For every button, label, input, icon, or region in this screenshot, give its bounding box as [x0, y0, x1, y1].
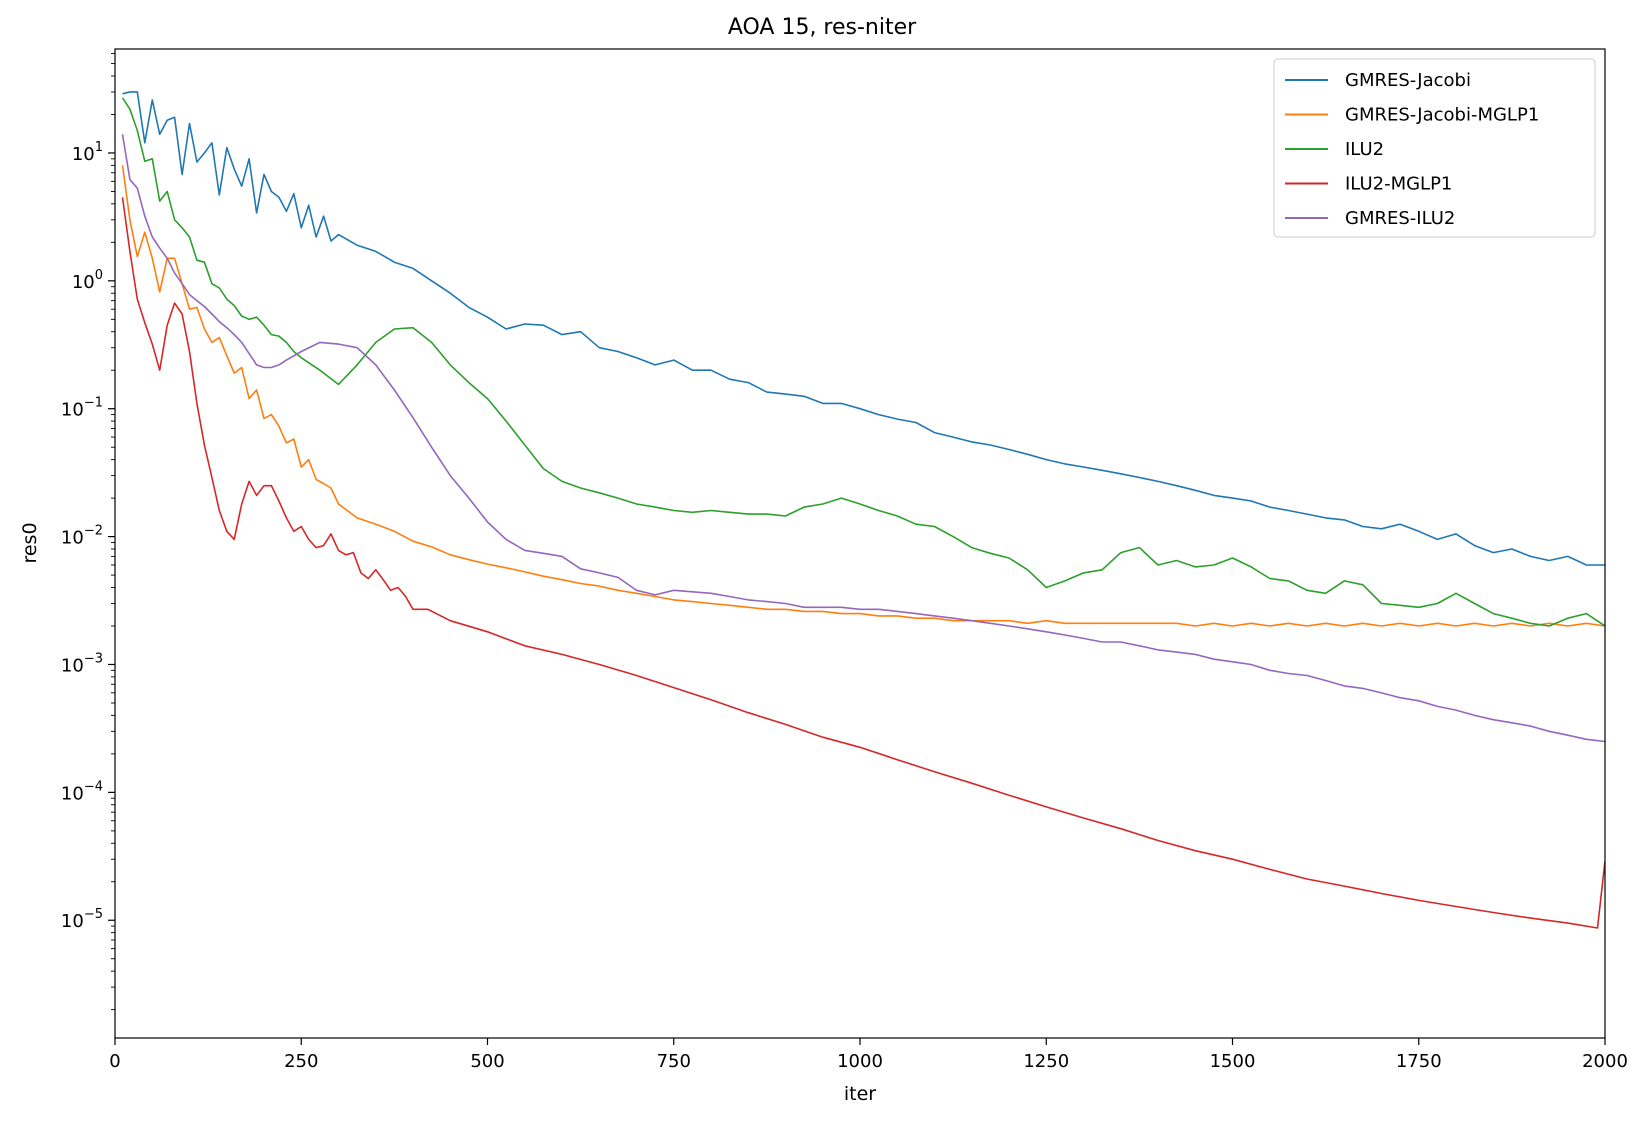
x-tick-label: 1250	[1023, 1051, 1069, 1072]
series-line-gmres-jacobi	[122, 91, 1605, 566]
y-axis: 101 100 10−1 10−2 10−3 10−4 10−5	[61, 52, 115, 1011]
y-tick-label: 10−2	[61, 524, 103, 549]
series-line-ilu2	[121, 97, 1605, 627]
x-tick-label: 250	[284, 1051, 318, 1072]
legend-label: ILU2-MGLP1	[1345, 174, 1452, 195]
y-tick-label: 10−4	[61, 779, 103, 804]
x-tick-label: 2000	[1582, 1051, 1628, 1072]
x-axis: 0 250 500 750 1000 1250 1500 1750 2000	[109, 1038, 1628, 1072]
x-tick-label: 1750	[1396, 1051, 1442, 1072]
series-line-ilu2-mglp1	[121, 197, 1605, 929]
legend-label: GMRES-ILU2	[1345, 208, 1455, 229]
series-line-gmres-ilu2	[121, 134, 1605, 743]
y-tick-label: 10−3	[61, 651, 103, 676]
x-tick-label: 500	[470, 1051, 504, 1072]
chart-title: AOA 15, res-niter	[728, 15, 917, 40]
legend-label: GMRES-Jacobi-MGLP1	[1345, 105, 1539, 126]
legend: GMRES-Jacobi GMRES-Jacobi-MGLP1 ILU2 ILU2-M…	[1273, 58, 1596, 238]
legend-box	[1273, 58, 1596, 238]
series-layer	[121, 91, 1605, 929]
x-tick-label: 750	[657, 1051, 691, 1072]
y-tick-label: 100	[72, 268, 103, 293]
x-tick-label: 1000	[837, 1051, 883, 1072]
y-axis-label: res0	[19, 522, 41, 563]
y-tick-label: 10−1	[61, 396, 103, 421]
x-tick-label: 1500	[1210, 1051, 1256, 1072]
series-line-gmres-jacobi-mglp1	[121, 165, 1605, 627]
legend-label: GMRES-Jacobi	[1345, 70, 1471, 91]
x-tick-label: 0	[109, 1051, 120, 1072]
y-tick-label: 10−5	[61, 907, 103, 932]
y-tick-label: 101	[72, 140, 103, 165]
x-axis-label: iter	[844, 1083, 876, 1105]
legend-label: ILU2	[1345, 139, 1384, 160]
